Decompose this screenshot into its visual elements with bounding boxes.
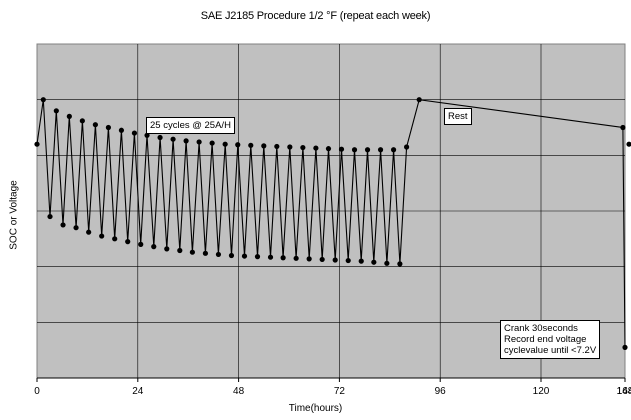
x-tick-label: 72 [334,386,346,397]
data-point [300,144,306,151]
data-point [397,261,403,267]
data-point [313,145,319,151]
data-point [620,124,626,131]
grid-layer [37,44,625,378]
x-tick-label: 120 [533,386,550,397]
data-point [138,241,144,247]
data-point [371,259,377,265]
data-point [280,255,286,261]
data-point [287,144,293,150]
data-point [274,143,280,150]
data-point [73,225,79,231]
data-point [228,252,235,259]
x-tick-label: 0 [34,386,40,397]
data-point [196,139,202,145]
data-point [53,108,59,114]
data-point [183,138,189,144]
data-point [131,130,138,136]
data-point [118,127,125,133]
data-point [125,239,131,245]
chart-title: SAE J2185 Procedure 1/2 °F (repeat each … [200,10,431,22]
y-axis-label: SOC or Voltage [8,180,20,250]
data-point [416,97,422,103]
data-point [105,124,111,131]
data-point [241,253,248,259]
data-point [40,97,46,103]
data-point [267,254,274,260]
data-point [112,236,118,242]
data-point [358,258,364,264]
data-point [622,344,628,350]
data-point [92,122,98,128]
data-point [177,247,183,254]
annotation-rest: Rest [444,108,472,125]
data-point [79,118,85,124]
data-point [47,213,53,220]
data-point [626,141,631,147]
data-point [99,233,105,239]
x-axis-label: Time(hours) [288,403,343,414]
data-point [170,136,176,142]
annotation-cycles: 25 cycles @ 25A/H [146,117,235,134]
x-tick-label: 48 [233,386,245,397]
data-point [306,256,312,262]
data-point [248,142,254,148]
data-point [384,260,390,266]
data-point [164,246,170,252]
data-point [66,113,72,119]
data-point [60,222,66,228]
annotation-crank-line: Crank 30seconds [504,323,578,334]
data-point [377,147,384,153]
x-tick-label: 24 [132,386,144,397]
data-point [222,141,228,147]
data-point [332,257,338,263]
x-tick-label: 96 [435,386,447,397]
data-point [151,244,157,250]
data-point [293,255,299,261]
data-point [157,134,163,141]
data-point [325,146,332,152]
data-point [254,254,261,260]
annotation-crank: Crank 30seconds Record end voltage cycle… [500,320,601,359]
x-tick-label: 144 [617,386,631,397]
data-point [345,257,351,264]
annotation-crank-line: cyclevalue until <7.2V [504,345,597,356]
data-point [390,147,397,153]
data-point [34,141,40,147]
axis-layer [36,377,626,382]
data-point [86,229,92,235]
data-point [319,256,325,263]
marker-layer [34,97,631,350]
data-point [364,147,371,153]
data-point [338,146,345,152]
annotation-crank-line: Record end voltage [504,334,587,345]
data-point [261,143,267,149]
data-point [189,249,195,255]
data-point [404,144,410,150]
data-point [351,147,358,153]
data-point [202,250,209,256]
x-tick-label: 168 [617,386,631,397]
data-point [209,140,215,146]
data-point [235,142,241,148]
data-point [215,251,222,258]
